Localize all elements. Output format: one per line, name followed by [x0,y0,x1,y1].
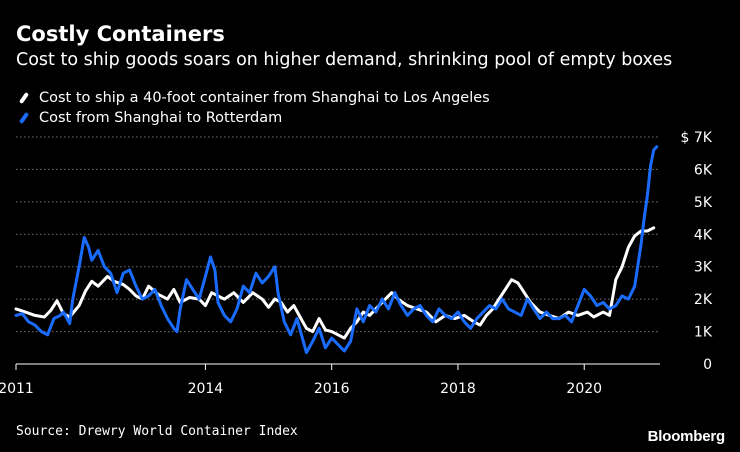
x-tick-label: 2020 [566,381,602,397]
chart-title: Costly Containers [16,22,225,46]
legend-label-rotterdam: Cost from Shanghai to Rotterdam [39,110,283,126]
y-tick-label: 6K [694,162,713,178]
y-tick-label: 1K [694,325,713,341]
legend-label-la: Cost to ship a 40-foot container from Sh… [39,90,490,106]
x-tick-label: 2014 [188,381,224,397]
chart-subtitle: Cost to ship goods soars on higher deman… [16,50,673,70]
x-tick-label: 2016 [314,381,350,397]
legend: Cost to ship a 40-foot container from Sh… [16,88,490,128]
x-tick-label: 2018 [440,381,476,397]
y-tick-label: 2K [694,292,713,308]
bloomberg-logo: Bloomberg [647,428,726,445]
legend-item-rotterdam: Cost from Shanghai to Rotterdam [16,108,490,128]
x-tick-label: 2011 [0,381,34,397]
y-tick-label: 5K [694,195,713,211]
source-note: Source: Drewry World Container Index [16,424,298,439]
y-tick-label: $ 7K [681,130,713,146]
y-tick-label: 0 [703,357,712,373]
series-line-la [14,226,656,340]
series-line-rotterdam [14,145,659,355]
legend-item-la: Cost to ship a 40-foot container from Sh… [16,88,490,108]
y-tick-label: 4K [694,227,713,243]
y-tick-label: 3K [694,260,713,276]
